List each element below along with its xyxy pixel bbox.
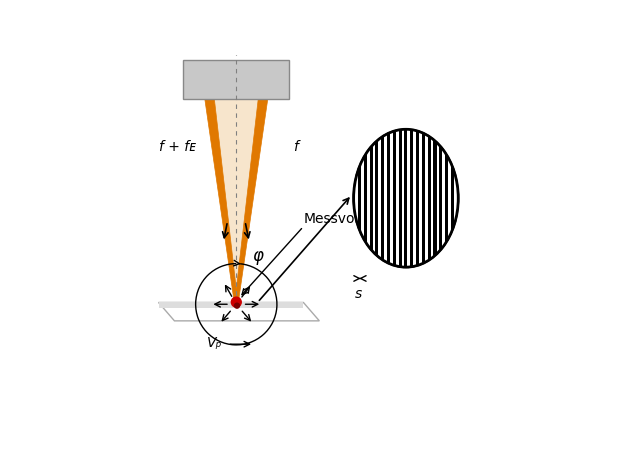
Bar (437, 126, 439, 271)
Text: Messvolumen: Messvolumen (304, 213, 398, 226)
Circle shape (231, 297, 241, 307)
Bar (419, 126, 422, 271)
Bar (367, 126, 370, 271)
Polygon shape (234, 99, 268, 304)
Polygon shape (159, 302, 304, 308)
Bar (396, 126, 399, 271)
Bar (413, 126, 416, 271)
Polygon shape (205, 99, 238, 304)
Circle shape (234, 303, 239, 308)
Ellipse shape (353, 129, 458, 267)
Bar (448, 126, 451, 271)
Bar (384, 126, 387, 271)
Text: Vₚ: Vₚ (207, 336, 223, 350)
Bar (431, 126, 433, 271)
Polygon shape (159, 302, 319, 321)
Text: f + fᴇ: f + fᴇ (159, 140, 195, 154)
Bar (372, 126, 375, 271)
Bar (361, 126, 364, 271)
Text: f: f (293, 140, 298, 154)
Bar (379, 126, 381, 271)
Text: s: s (355, 287, 362, 301)
Bar (390, 126, 392, 271)
Bar (408, 126, 410, 271)
Polygon shape (214, 99, 258, 304)
Bar (425, 126, 428, 271)
Bar (454, 126, 457, 271)
FancyBboxPatch shape (183, 61, 289, 99)
Bar (355, 126, 358, 271)
Bar (442, 126, 445, 271)
Bar (402, 126, 404, 271)
Text: φ: φ (252, 246, 263, 264)
